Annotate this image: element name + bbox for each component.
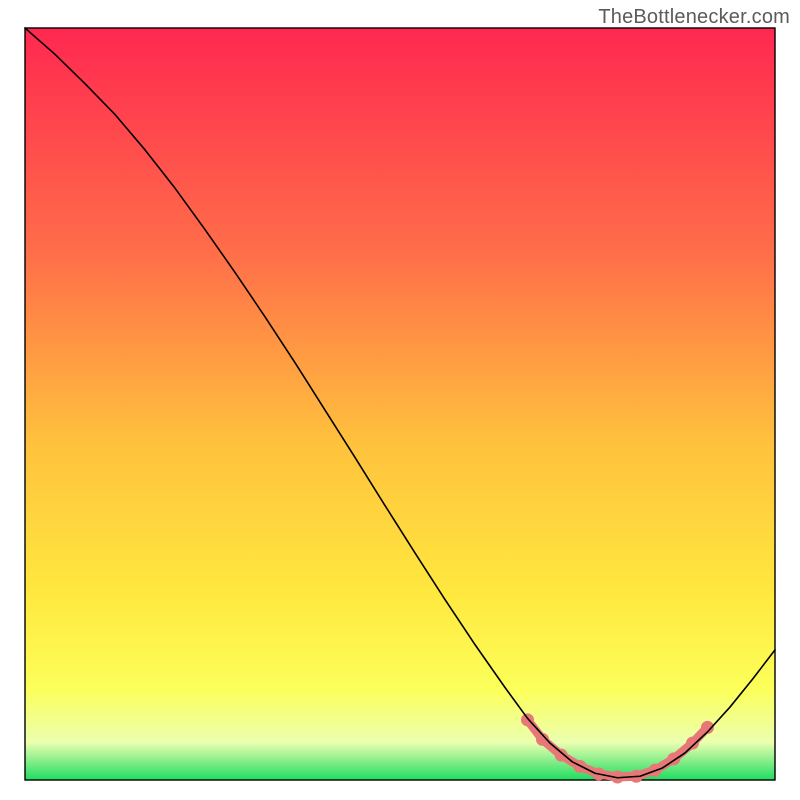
chart-frame: TheBottlenecker.com	[0, 0, 800, 800]
highlight-marker	[555, 749, 568, 762]
highlight-marker	[686, 737, 699, 750]
bottleneck-chart	[0, 0, 800, 800]
